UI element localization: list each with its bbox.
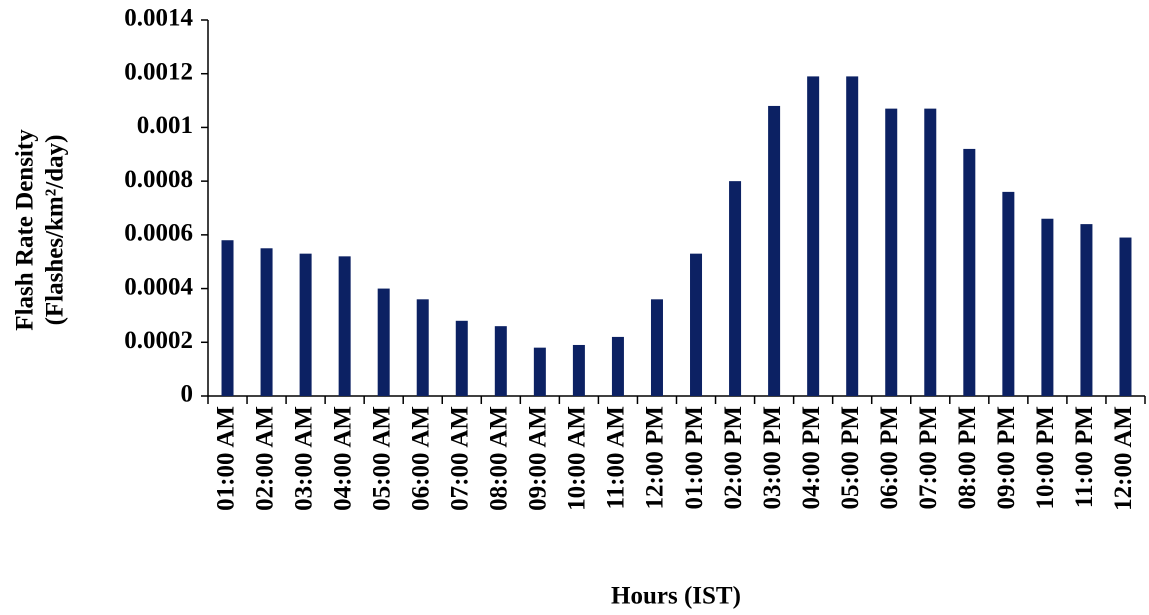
x-tick-label: 01:00 PM <box>681 406 708 509</box>
x-tick-label: 08:00 PM <box>954 406 981 509</box>
x-tick-label: 02:00 PM <box>720 406 747 509</box>
x-tick-label: 12:00 AM <box>1110 406 1137 511</box>
bar <box>416 299 429 396</box>
bar <box>377 288 390 396</box>
x-tick-label: 03:00 PM <box>759 406 786 509</box>
x-tick-label: 03:00 AM <box>290 406 317 511</box>
bar <box>533 347 546 396</box>
x-tick-label: 06:00 PM <box>876 406 903 509</box>
x-tick-label: 02:00 AM <box>251 406 278 511</box>
x-tick-label: 09:00 PM <box>993 406 1020 509</box>
bar <box>299 253 312 396</box>
bar <box>494 326 507 396</box>
bar <box>690 253 703 396</box>
bar <box>807 76 820 397</box>
bar <box>768 105 781 396</box>
x-tick-label: 10:00 PM <box>1032 406 1059 509</box>
x-tick-label: 05:00 AM <box>368 406 395 511</box>
bar <box>221 240 234 396</box>
bar <box>729 181 742 396</box>
bar <box>1041 218 1054 396</box>
y-axis-title: (Flashes/km²/day) <box>42 135 69 326</box>
y-tick-label: 0.001 <box>137 112 193 139</box>
bar <box>650 299 663 396</box>
x-tick-label: 05:00 PM <box>837 406 864 509</box>
bar <box>924 108 937 396</box>
x-tick-label: 09:00 AM <box>525 406 552 511</box>
x-axis-title: Hours (IST) <box>611 583 741 610</box>
y-tick-label: 0.0004 <box>124 273 193 300</box>
bar <box>572 344 585 396</box>
bar <box>1119 237 1132 396</box>
y-tick-label: 0.0002 <box>124 327 193 354</box>
x-tick-label: 11:00 PM <box>1071 406 1098 508</box>
y-tick-label: 0.0008 <box>124 166 193 193</box>
bar <box>338 256 351 396</box>
x-tick-label: 04:00 PM <box>798 406 825 509</box>
bar <box>846 76 859 397</box>
y-tick-label: 0.0006 <box>124 220 193 247</box>
x-tick-label: 12:00 PM <box>642 406 669 509</box>
y-tick-label: 0.0012 <box>124 58 193 85</box>
bar <box>455 320 468 396</box>
bar <box>1002 191 1015 396</box>
x-tick-label: 11:00 AM <box>603 406 630 509</box>
bar <box>885 108 898 396</box>
x-tick-label: 10:00 AM <box>564 406 591 511</box>
bar <box>260 248 273 396</box>
y-axis-title: Flash Rate Density <box>12 129 39 331</box>
x-tick-label: 07:00 AM <box>447 406 474 511</box>
x-tick-label: 04:00 AM <box>329 406 356 511</box>
x-tick-label: 08:00 AM <box>486 406 513 511</box>
y-tick-label: 0 <box>181 381 194 408</box>
x-tick-label: 01:00 AM <box>212 406 239 511</box>
bar <box>1080 224 1093 396</box>
x-tick-label: 07:00 PM <box>915 406 942 509</box>
y-tick-label: 0.0014 <box>124 5 193 32</box>
bar <box>963 148 976 396</box>
bar <box>611 336 624 396</box>
x-tick-label: 06:00 AM <box>407 406 434 511</box>
